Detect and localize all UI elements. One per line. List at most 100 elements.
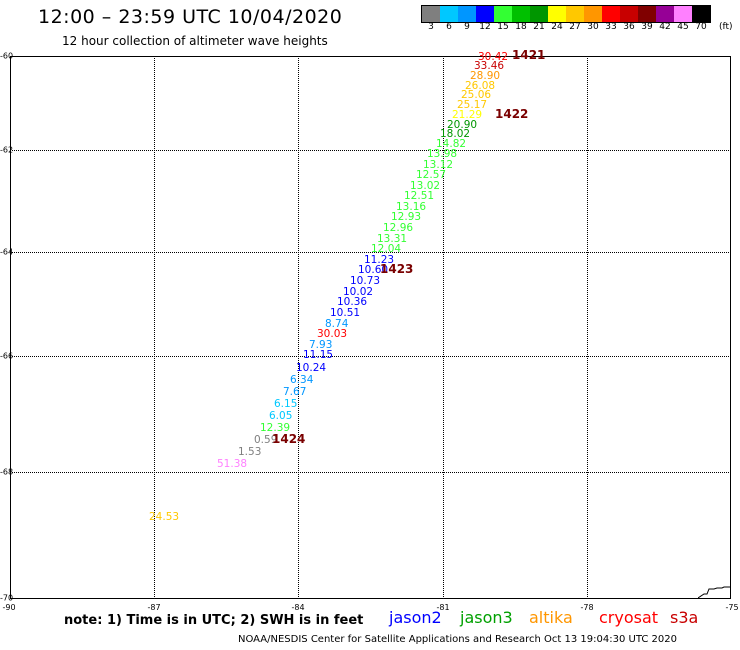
wave-height-value: 13.12: [423, 159, 454, 171]
wave-height-value: 13.98: [427, 148, 458, 160]
wave-height-value: 0.59: [254, 434, 278, 446]
legend-swatch: [494, 6, 512, 22]
legend-label: 9: [464, 22, 470, 32]
footer-note: note: 1) Time is in UTC; 2) SWH is in fe…: [64, 613, 364, 628]
longitude-label: -90: [2, 603, 16, 612]
legend-label: 15: [497, 22, 509, 32]
map-plot-area: [10, 56, 731, 599]
legend-label: 3: [428, 22, 434, 32]
parallel-line: [10, 150, 731, 151]
legend-swatch: [692, 6, 710, 22]
wave-height-value: 12.93: [391, 211, 422, 223]
legend-swatch: [602, 6, 620, 22]
wave-height-value: 25.17: [457, 99, 488, 111]
wave-height-value: 10.24: [296, 362, 327, 374]
map-title: 12:00 – 23:59 UTC 10/04/2020: [38, 6, 343, 28]
pass-number: 1422: [495, 107, 529, 121]
wave-height-value: 7.67: [283, 386, 307, 398]
latitude-label: -64: [0, 247, 14, 257]
legend-label: 39: [641, 22, 653, 32]
satellite-name: jason3: [460, 608, 513, 627]
wave-height-value: 25.06: [461, 89, 492, 101]
wave-height-value: 51.38: [217, 458, 248, 470]
meridian-line: [298, 56, 299, 599]
wave-height-value: 11.23: [364, 254, 395, 266]
pass-number: 1424: [272, 432, 306, 446]
wave-height-value: 13.31: [377, 233, 408, 245]
legend-label: 42: [659, 22, 671, 32]
satellite-name: altika: [529, 608, 573, 627]
longitude-label: -81: [436, 603, 450, 612]
longitude-label: -75: [725, 603, 739, 612]
satellite-name: cryosat: [599, 608, 659, 627]
legend-swatch: [566, 6, 584, 22]
longitude-label: -87: [147, 603, 161, 612]
wave-height-value: 14.82: [436, 138, 467, 150]
wave-height-value: 7.93: [309, 339, 333, 351]
meridian-line: [587, 56, 588, 599]
legend-label: 70: [695, 22, 707, 32]
legend-swatch: [584, 6, 602, 22]
wave-height-value: 33.46: [474, 60, 505, 72]
wave-height-value: 8.74: [325, 318, 349, 330]
meridian-line: [443, 56, 444, 599]
wave-height-value: 26.08: [465, 80, 496, 92]
wave-height-value: 10.36: [337, 296, 368, 308]
legend-swatch: [530, 6, 548, 22]
latitude-label: -62: [0, 145, 14, 155]
legend-label: 18: [515, 22, 527, 32]
wave-height-value: 10.60: [358, 264, 389, 276]
legend-label: 12: [479, 22, 491, 32]
wave-height-value: 10.02: [343, 286, 374, 298]
wave-height-value: 10.51: [330, 307, 361, 319]
legend-swatch: [458, 6, 476, 22]
pass-number: 1421: [512, 48, 546, 62]
parallel-line: [10, 356, 731, 357]
wave-height-value: 12.39: [260, 422, 291, 434]
legend-swatch: [548, 6, 566, 22]
latitude-label: -70: [0, 593, 14, 603]
satellite-name: s3a: [670, 608, 699, 627]
legend-label: 36: [623, 22, 635, 32]
wave-height-value: 12.96: [383, 222, 414, 234]
wave-height-value: 18.02: [440, 128, 471, 140]
legend-swatch: [638, 6, 656, 22]
wave-height-value: 12.04: [371, 243, 402, 255]
legend-swatch: [620, 6, 638, 22]
wave-height-value: 30.03: [317, 328, 348, 340]
parallel-line: [10, 252, 731, 253]
legend-unit: (ft): [719, 22, 733, 32]
color-legend: [421, 5, 711, 23]
latitude-label: -60: [0, 51, 14, 61]
wave-height-value: 30.42: [478, 51, 509, 63]
legend-swatch: [440, 6, 458, 22]
legend-label: 45: [677, 22, 689, 32]
legend-swatch: [512, 6, 530, 22]
credit-line: NOAA/NESDIS Center for Satellite Applica…: [238, 634, 677, 645]
wave-height-value: 6.05: [269, 410, 293, 422]
satellite-name: jason2: [389, 608, 442, 627]
wave-height-value: 6.34: [290, 374, 314, 386]
wave-height-value: 24.53: [149, 511, 180, 523]
pass-number: 1423: [380, 262, 414, 276]
legend-swatch: [476, 6, 494, 22]
meridian-line: [154, 56, 155, 599]
longitude-label: -84: [291, 603, 305, 612]
wave-height-value: 10.73: [350, 275, 381, 287]
legend-label: 30: [587, 22, 599, 32]
wave-height-value: 28.90: [470, 70, 501, 82]
map-subtitle: 12 hour collection of altimeter wave hei…: [62, 34, 328, 48]
latitude-label: -68: [0, 467, 14, 477]
wave-height-value: 13.02: [410, 180, 441, 192]
wave-height-value: 12.57: [416, 169, 447, 181]
wave-height-value: 21.29: [452, 109, 483, 121]
parallel-line: [10, 472, 731, 473]
legend-swatch: [656, 6, 674, 22]
wave-height-value: 1.53: [238, 446, 262, 458]
wave-height-value: 20.90: [447, 119, 478, 131]
legend-label: 24: [551, 22, 563, 32]
wave-height-value: 11.15: [303, 349, 334, 361]
wave-height-value: 12.51: [404, 190, 435, 202]
legend-label: 33: [605, 22, 617, 32]
legend-label: 27: [569, 22, 581, 32]
